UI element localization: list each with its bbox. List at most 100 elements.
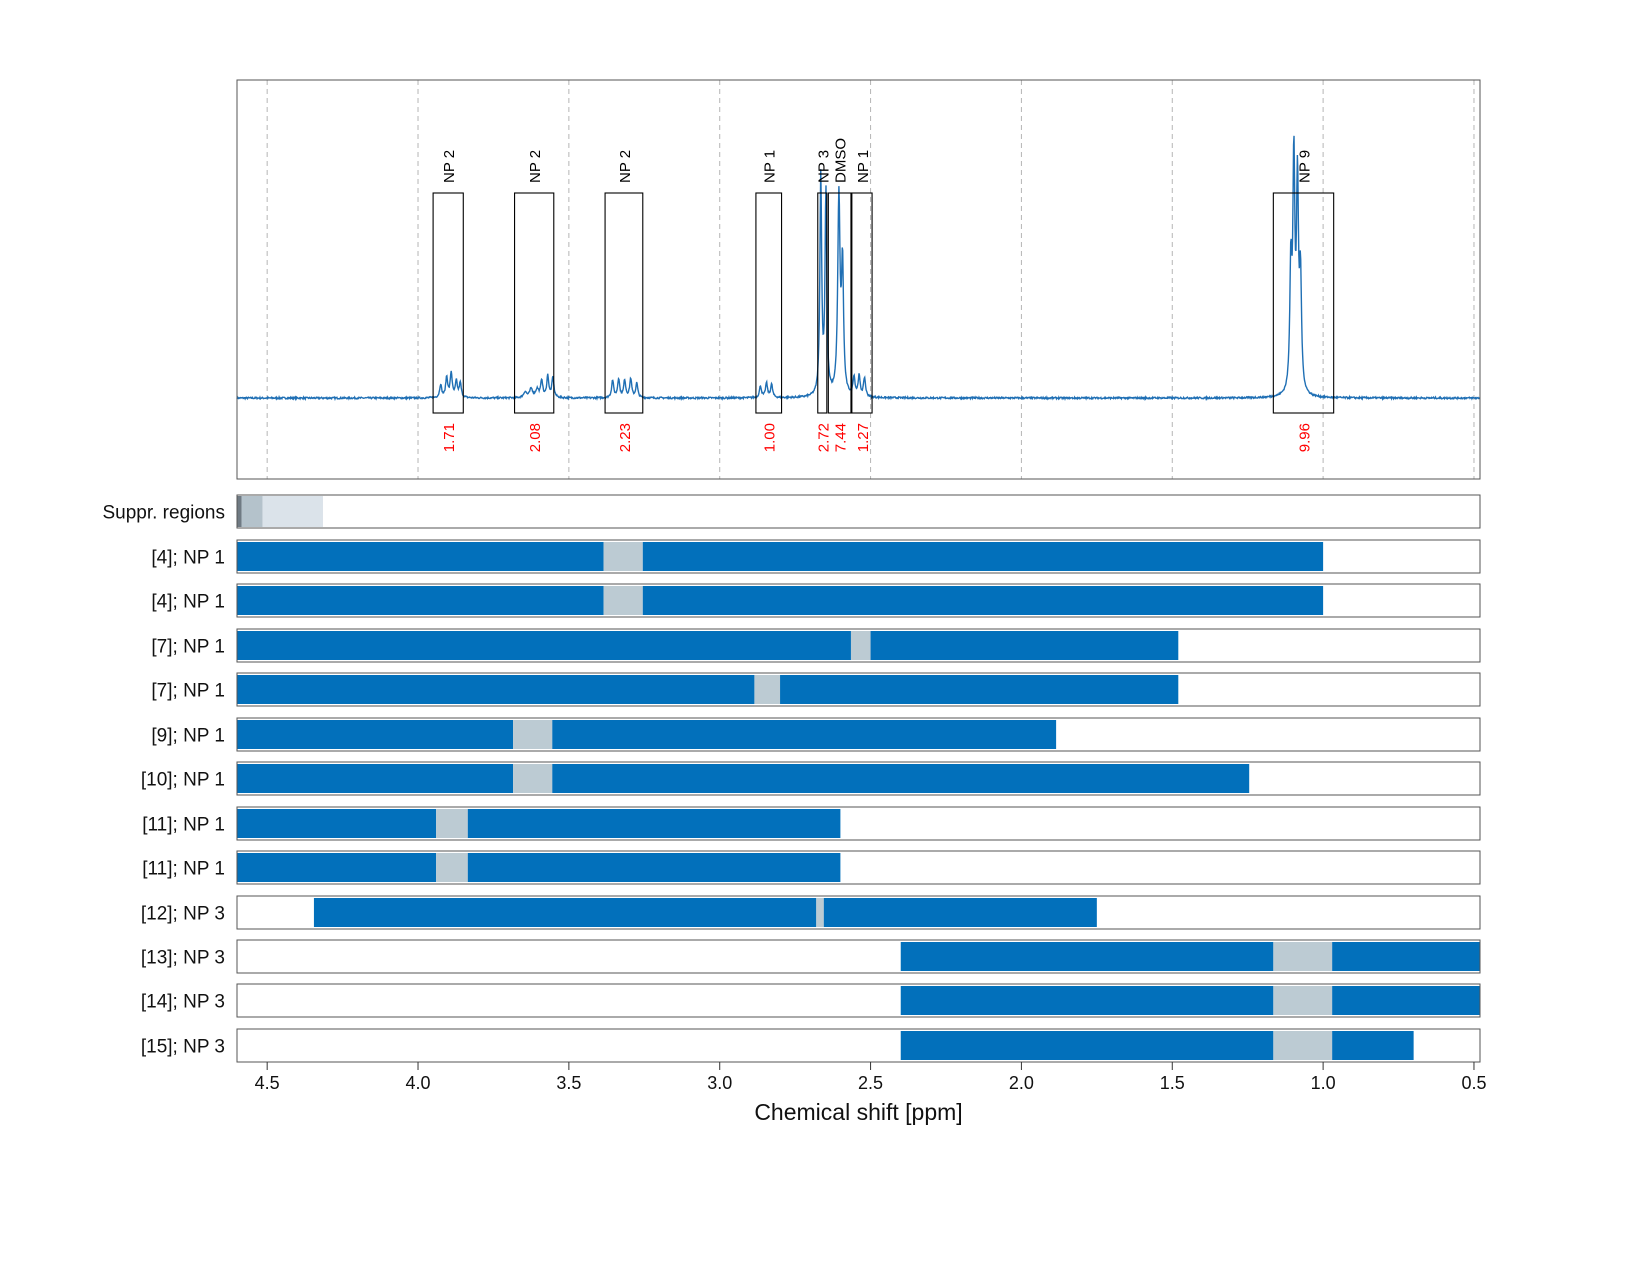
bar-segment: [237, 675, 755, 704]
row-background: [237, 495, 1480, 528]
gap-segment: [436, 853, 468, 882]
x-tick-label: 3.5: [556, 1073, 581, 1093]
x-tick-label: 4.0: [406, 1073, 431, 1093]
row-label: [13]; NP 3: [141, 948, 225, 969]
integration-region: DMSO 7.44: [827, 138, 852, 452]
x-tick-label: 3.0: [707, 1073, 732, 1093]
region-box: [827, 192, 852, 414]
suppression-row: [15]; NP 3: [141, 1028, 1481, 1063]
suppression-row: [9]; NP 1: [151, 717, 1481, 752]
integration-region: NP 9 9.96: [1272, 150, 1335, 452]
x-axis: 4.5 4.0 3.5 3.0 2.5 2.0 1.5 1.0 0.5: [237, 1061, 1486, 1093]
region-integral: 1.71: [441, 423, 458, 452]
bar-segment: [237, 631, 851, 660]
gap-segment: [603, 586, 643, 615]
integration-region: NP 2 2.23: [604, 150, 644, 452]
bar-segment: [237, 764, 514, 793]
x-tick-label: 4.5: [255, 1073, 280, 1093]
region-box: [755, 192, 783, 414]
region-integral: 2.72: [815, 423, 832, 452]
row-frame: [236, 983, 1481, 1018]
spectrum-grid: [266, 80, 1475, 479]
row-frame: [236, 672, 1481, 707]
integration-region: NP 1 1.00: [755, 150, 783, 452]
region-label: DMSO: [833, 138, 850, 183]
bar-segment: [823, 898, 1097, 927]
row-label: [4]; NP 1: [151, 592, 225, 613]
region-integral: 1.27: [855, 423, 872, 452]
region-box: [514, 192, 555, 414]
row-label: [10]; NP 1: [141, 770, 225, 791]
integration-region: NP 3 2.72: [815, 150, 832, 452]
bar-segment: [1332, 1031, 1414, 1060]
row-label: [14]; NP 3: [141, 992, 225, 1013]
region-box: [817, 192, 828, 414]
region-integral: 2.23: [617, 423, 634, 452]
suppression-row: [11]; NP 1: [142, 850, 1481, 885]
region-label: NP 1: [762, 150, 779, 183]
integration-region: NP 2 2.08: [514, 150, 555, 452]
suppression-segment: [241, 496, 263, 527]
bar-segment: [870, 631, 1179, 660]
bar-segment: [467, 853, 841, 882]
gap-segment: [754, 675, 781, 704]
bar-segment: [900, 986, 1274, 1015]
bar-segment: [237, 720, 514, 749]
region-label: NP 3: [815, 150, 832, 183]
bar-segment: [780, 675, 1179, 704]
row-frame: [236, 895, 1481, 930]
spectrum-frame: [236, 79, 1481, 480]
bar-segment: [900, 942, 1274, 971]
x-tick-label: 1.5: [1160, 1073, 1185, 1093]
x-tick-label: 0.5: [1461, 1073, 1486, 1093]
row-frame: [236, 628, 1481, 663]
spectrum-panel: NP 2 1.71 NP 2 2.08 NP 2 2.23 NP 1 1.00 NP 3 2.72…: [236, 79, 1481, 480]
gap-segment: [513, 720, 553, 749]
region-label: NP 2: [441, 150, 458, 183]
row-frame: [236, 539, 1481, 574]
row-label: [12]; NP 3: [141, 904, 225, 925]
suppression-row: [4]; NP 1: [151, 539, 1481, 574]
region-integral: 7.44: [833, 423, 850, 452]
gap-segment: [850, 631, 871, 660]
region-integral: 2.08: [527, 423, 544, 452]
x-tick-label: 2.5: [858, 1073, 883, 1093]
row-label: [11]; NP 1: [142, 815, 225, 836]
bar-segment: [237, 542, 604, 571]
suppression-row: [4]; NP 1: [151, 583, 1481, 618]
x-axis-label: Chemical shift [ppm]: [754, 1099, 962, 1125]
suppression-row: [14]; NP 3: [141, 983, 1481, 1018]
gap-segment: [1273, 986, 1333, 1015]
row-frame: [236, 761, 1481, 796]
suppression-row: [7]; NP 1: [151, 628, 1481, 663]
bar-segment: [642, 542, 1324, 571]
bar-segment: [1332, 942, 1480, 971]
bar-segment: [237, 586, 604, 615]
suppression-row: [12]; NP 3: [141, 895, 1481, 930]
region-integral: 1.00: [762, 423, 779, 452]
integration-region: NP 2 1.71: [432, 150, 464, 452]
region-box: [1272, 192, 1335, 414]
suppression-row: [10]; NP 1: [141, 761, 1481, 796]
region-integral: 9.96: [1297, 423, 1314, 452]
row-label: [4]; NP 1: [151, 548, 225, 569]
bar-segment: [313, 898, 817, 927]
x-tick-label: 2.0: [1009, 1073, 1034, 1093]
bar-segment: [1332, 986, 1480, 1015]
bar-segment: [900, 1031, 1274, 1060]
gap-segment: [436, 809, 468, 838]
region-box: [851, 192, 873, 414]
integration-regions: NP 2 1.71 NP 2 2.08 NP 2 2.23 NP 1 1.00 NP 3 2.72…: [432, 138, 1335, 452]
suppression-segment: [237, 496, 242, 527]
bar-segment: [552, 720, 1057, 749]
row-frame: [236, 717, 1481, 752]
row-frame: [236, 494, 1481, 529]
region-label: NP 2: [617, 150, 634, 183]
region-label: NP 1: [855, 150, 872, 183]
region-box: [604, 192, 644, 414]
suppression-row: [7]; NP 1: [151, 672, 1481, 707]
gap-segment: [1273, 1031, 1333, 1060]
row-frame: [236, 939, 1481, 974]
suppression-segment: [262, 496, 323, 527]
bar-segment: [237, 853, 437, 882]
